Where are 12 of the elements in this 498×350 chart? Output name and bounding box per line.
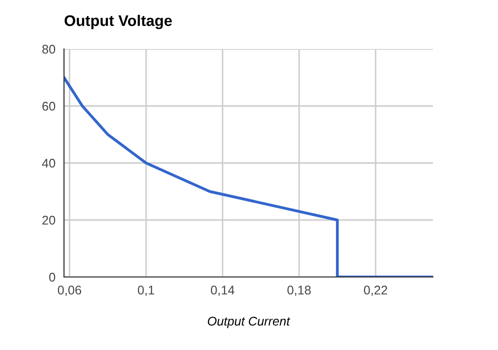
x-axis-title: Output Current: [208, 316, 290, 328]
x-tick-label: 0,14: [210, 286, 234, 296]
chart-title: Output Voltage: [64, 14, 172, 30]
x-tick-label: 0,06: [58, 286, 82, 296]
x-tick-label: 0,22: [364, 286, 388, 296]
y-tick-label: 20: [42, 216, 56, 225]
y-tick-label: 0: [49, 272, 56, 282]
y-tick-label: 40: [42, 158, 56, 168]
x-tick-label: 0,18: [287, 286, 311, 296]
y-tick-label: 80: [42, 44, 56, 54]
y-tick-label: 60: [42, 102, 56, 111]
x-tick-label: 0,1: [138, 286, 154, 296]
